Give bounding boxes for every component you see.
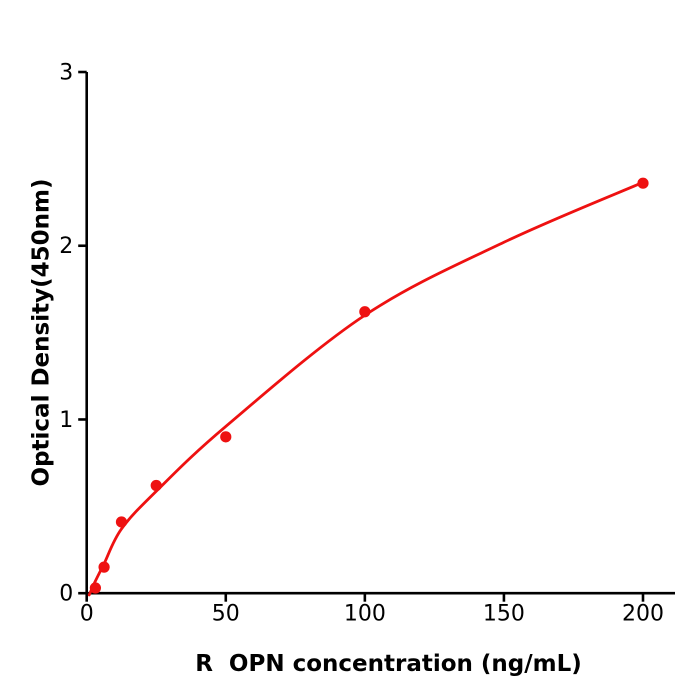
- y-tick-label: 3: [59, 61, 73, 86]
- y-tick-label: 0: [59, 582, 73, 607]
- y-tick-label: 2: [59, 234, 73, 259]
- x-tick-label: 50: [212, 602, 240, 627]
- data-point: [637, 177, 649, 189]
- x-tick-label: 100: [344, 602, 386, 627]
- data-point: [98, 561, 110, 573]
- y-tick-label: 1: [59, 408, 73, 433]
- data-point: [115, 516, 128, 528]
- data-point: [89, 582, 101, 594]
- x-tick-label: 0: [80, 602, 94, 627]
- x-axis-title: R OPN concentration (ng/mL): [195, 651, 582, 677]
- x-tick-label: 200: [622, 602, 664, 627]
- fit-curve-line: [87, 180, 645, 597]
- x-tick-label: 150: [483, 602, 525, 627]
- data-point: [150, 479, 162, 492]
- data-point: [220, 431, 232, 443]
- data-point: [359, 306, 371, 318]
- y-axis-title: Optical Density(450nm): [28, 178, 55, 487]
